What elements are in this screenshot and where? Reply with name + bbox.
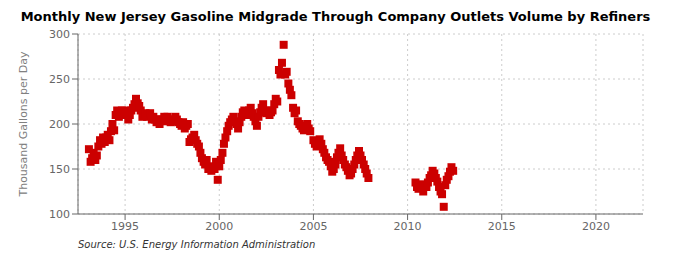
svg-text:250: 250 bbox=[49, 73, 70, 86]
svg-text:300: 300 bbox=[49, 28, 70, 41]
svg-text:100: 100 bbox=[49, 208, 70, 221]
svg-text:2020: 2020 bbox=[582, 220, 610, 233]
svg-text:2015: 2015 bbox=[488, 220, 516, 233]
svg-text:200: 200 bbox=[49, 118, 70, 131]
svg-text:2005: 2005 bbox=[299, 220, 327, 233]
html-text:Monthly New Jersey Gasoline Mi: Monthly New Jersey Gasoline Midgrade Thr… bbox=[20, 9, 651, 24]
svg-text:150: 150 bbox=[49, 163, 70, 176]
html-text:Source: U.S. Energy Informatio: Source: U.S. Energy Information Administ… bbox=[78, 239, 316, 250]
svg-text:2000: 2000 bbox=[205, 220, 233, 233]
svg-text:1995: 1995 bbox=[111, 220, 139, 233]
svg-text:2010: 2010 bbox=[394, 220, 422, 233]
svg-text:Thousand Gallons per Day: Thousand Gallons per Day bbox=[17, 51, 30, 198]
